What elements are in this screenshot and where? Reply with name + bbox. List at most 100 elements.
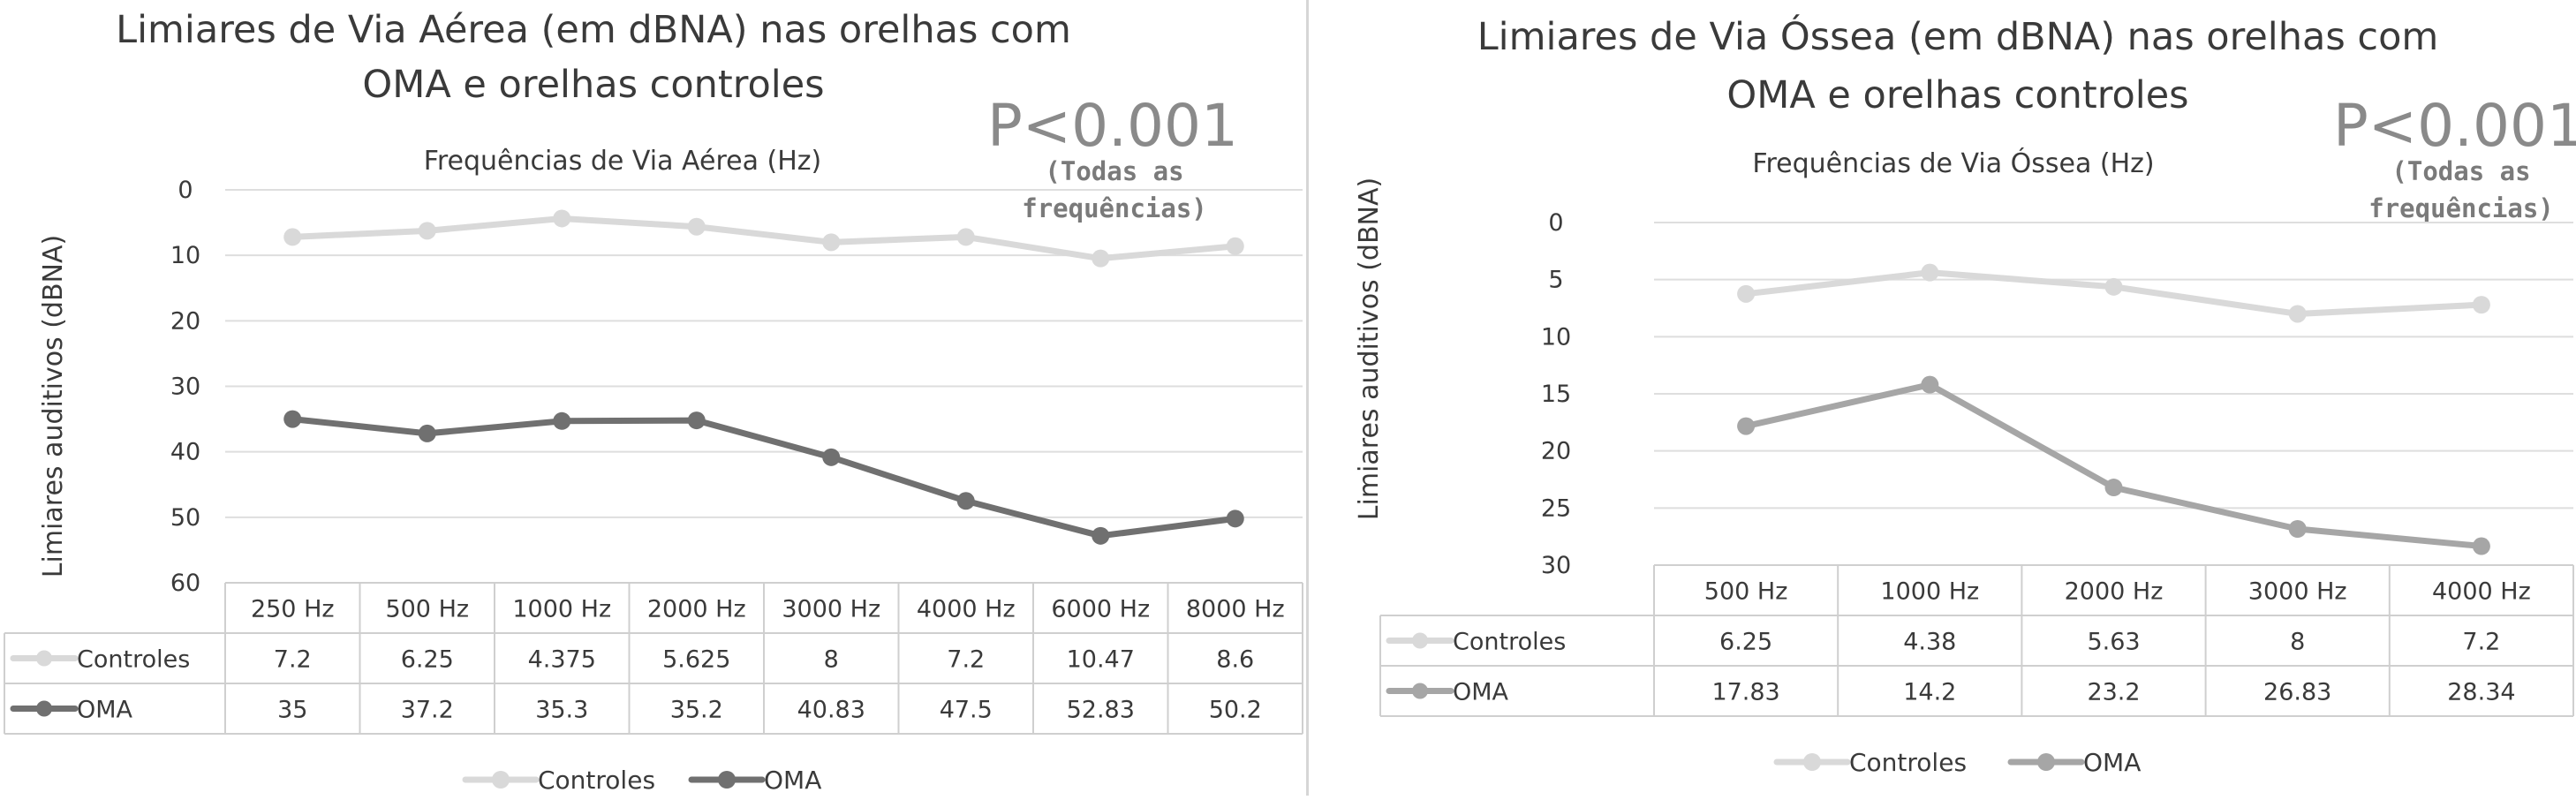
chart-title-line-2: OMA e orelhas controles <box>362 63 824 107</box>
y-axis-ticks: 0 10 20 30 40 50 60 <box>170 177 200 597</box>
y-tick-label: 30 <box>170 374 200 401</box>
data-point <box>283 410 302 428</box>
series-key-marker <box>36 700 52 717</box>
bone-conduction-chart-panel: Limiares de Via Óssea (em dBNA) nas orel… <box>1309 0 2576 796</box>
series-row-label: Controles <box>77 646 190 674</box>
data-point <box>553 209 571 228</box>
x-category-label: 1000 Hz <box>1880 578 1979 606</box>
data-point <box>2472 296 2490 314</box>
data-table: 500 Hz 1000 Hz 2000 Hz 3000 Hz 4000 Hz Contro… <box>1379 564 2574 717</box>
data-table-cell: 10.47 <box>1067 646 1135 674</box>
data-table-cell: 37.2 <box>401 697 454 724</box>
data-table-cell: 50.2 <box>1209 697 1262 724</box>
data-table-cell: 7.2 <box>947 646 985 674</box>
y-tick-label: 20 <box>1541 438 1571 465</box>
legend: Controles OMA <box>1773 748 2141 777</box>
data-point <box>1921 263 1939 282</box>
legend-label: OMA <box>2083 748 2141 777</box>
x-axis-subtitle: Frequências de Via Aérea (Hz) <box>424 146 821 177</box>
p-value-note-line-1: (Todas as <box>2391 156 2530 186</box>
bone-conduction-chart: Limiares de Via Óssea (em dBNA) nas orel… <box>1354 14 2576 777</box>
data-table-cell: 35.3 <box>535 697 588 724</box>
series-line <box>289 215 1239 262</box>
chart-title-line-1: Limiares de Via Óssea (em dBNA) nas orel… <box>1477 14 2439 59</box>
y-axis-label: Limiares auditivos (dBNA) <box>38 235 69 577</box>
x-category-label: 2000 Hz <box>647 596 746 623</box>
data-point <box>822 448 841 466</box>
data-point <box>283 228 302 246</box>
data-table-cell: 5.63 <box>2087 629 2140 656</box>
series-key-marker <box>1412 683 1428 699</box>
x-category-label: 6000 Hz <box>1051 596 1150 623</box>
series-row-label: OMA <box>1453 679 1509 706</box>
air-conduction-chart-panel: Limiares de Via Aérea (em dBNA) nas orel… <box>4 8 1303 795</box>
series-line <box>1742 381 2485 550</box>
data-point <box>687 217 706 236</box>
data-table-cell: 28.34 <box>2447 679 2515 706</box>
x-category-label: 4000 Hz <box>917 596 1016 623</box>
data-table-cell: 14.2 <box>1903 679 1956 706</box>
data-table: 250 Hz 500 Hz 1000 Hz 2000 Hz 3000 Hz 4000 Hz… <box>4 582 1303 735</box>
p-value-annotation: P<0.001 <box>987 92 1238 160</box>
y-tick-label: 60 <box>170 570 200 597</box>
data-table-cell: 23.2 <box>2087 679 2140 706</box>
y-axis-label: Limiares auditivos (dBNA) <box>1354 177 1385 520</box>
data-table-cell: 8 <box>824 646 839 674</box>
x-category-label: 3000 Hz <box>782 596 880 623</box>
legend-marker <box>1803 753 1821 771</box>
data-point <box>1226 509 1244 528</box>
x-category-label: 500 Hz <box>385 596 469 623</box>
series-key-marker <box>36 650 52 667</box>
data-point <box>1921 375 1939 394</box>
y-tick-label: 5 <box>1548 267 1563 294</box>
data-table-cell: 8.6 <box>1216 646 1254 674</box>
data-table-cell: 8 <box>2290 629 2305 656</box>
series-line <box>289 416 1239 540</box>
data-point <box>956 492 975 510</box>
y-tick-label: 10 <box>170 242 200 269</box>
grid <box>1654 222 2573 566</box>
grid <box>225 189 1303 584</box>
data-table-cell: 5.625 <box>662 646 730 674</box>
y-axis-ticks: 0 5 10 15 20 25 30 <box>1541 209 1571 579</box>
data-point <box>687 411 706 430</box>
data-table-cell: 40.83 <box>797 697 865 724</box>
data-table-cell: 35 <box>277 697 307 724</box>
data-point <box>1737 417 1756 435</box>
x-axis-subtitle: Frequências de Via Óssea (Hz) <box>1752 147 2154 179</box>
data-table-cell: 52.83 <box>1067 697 1135 724</box>
data-point <box>2104 479 2123 497</box>
data-table-cell: 7.2 <box>274 646 312 674</box>
y-tick-label: 15 <box>1541 381 1571 408</box>
y-tick-label: 10 <box>1541 323 1571 351</box>
y-tick-label: 0 <box>178 177 193 204</box>
series-row-label: OMA <box>77 697 133 724</box>
x-category-label: 500 Hz <box>1704 578 1788 606</box>
y-tick-label: 40 <box>170 439 200 466</box>
data-point <box>418 424 436 442</box>
legend-label: OMA <box>764 766 821 795</box>
data-table-cell: 47.5 <box>940 697 993 724</box>
data-point <box>956 228 975 246</box>
p-value-note-line-2: frequências) <box>1022 193 1207 223</box>
data-point <box>553 411 571 430</box>
p-value-note-line-1: (Todas as <box>1045 156 1183 186</box>
data-table-cell: 4.38 <box>1903 629 1956 656</box>
panel-divider <box>1306 0 1309 796</box>
data-table-cell: 17.83 <box>1711 679 1779 706</box>
y-tick-label: 20 <box>170 307 200 335</box>
chart-title-line-1: Limiares de Via Aérea (em dBNA) nas orel… <box>116 8 1071 52</box>
data-point <box>2288 520 2307 539</box>
x-category-label: 1000 Hz <box>512 596 611 623</box>
data-point <box>1092 249 1110 268</box>
x-category-label: 3000 Hz <box>2248 578 2347 606</box>
data-table-cell: 35.2 <box>670 697 723 724</box>
p-value-annotation: P<0.001 <box>2333 92 2576 160</box>
data-point <box>822 233 841 252</box>
data-table-cell: 6.25 <box>401 646 454 674</box>
y-tick-label: 30 <box>1541 552 1571 579</box>
p-value-note-line-2: frequências) <box>2368 193 2554 223</box>
legend-label: Controles <box>538 766 655 795</box>
chart-title-line-2: OMA e orelhas controles <box>1726 73 2188 117</box>
data-table-cell: 4.375 <box>528 646 596 674</box>
